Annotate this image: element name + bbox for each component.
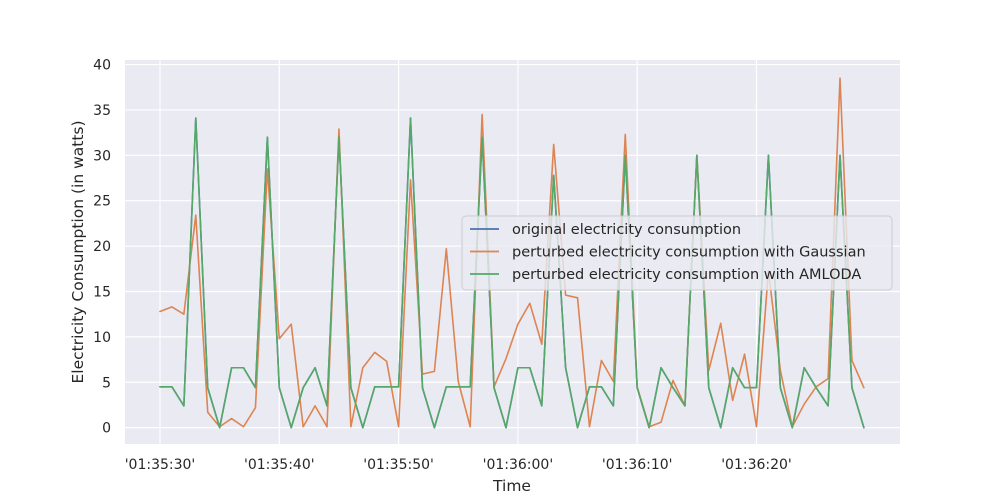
- x-tick-label: '01:36:00': [483, 457, 554, 473]
- y-tick-label: 15: [93, 284, 111, 300]
- y-tick-label: 20: [93, 239, 111, 255]
- series-line-2: [159, 77, 865, 428]
- legend-box: [461, 215, 893, 291]
- x-tick-label: '01:36:20': [721, 457, 792, 473]
- legend: original electricity consumption perturbe…: [461, 215, 893, 291]
- series-line-3: [159, 117, 865, 429]
- y-tick-label: 0: [102, 421, 111, 437]
- series-layer: [159, 77, 865, 429]
- y-tick-label: 35: [93, 103, 111, 119]
- x-tick-label: '01:35:50': [363, 457, 434, 473]
- y-tick-label: 25: [93, 194, 111, 210]
- x-axis-label: Time: [492, 477, 531, 495]
- legend-label: original electricity consumption: [512, 222, 741, 238]
- x-tick-label: '01:35:30': [125, 457, 196, 473]
- y-axis-label: Electricity Consumption (in watts): [69, 120, 87, 383]
- legend-label: perturbed electricity consumption with A…: [512, 267, 861, 283]
- x-tick-label: '01:35:40': [244, 457, 315, 473]
- y-tick-label: 40: [93, 58, 111, 74]
- legend-label: perturbed electricity consumption with G…: [512, 245, 866, 261]
- y-tick-label: 30: [93, 148, 111, 164]
- x-tick-label: '01:36:10': [602, 457, 673, 473]
- ticks: 0 5 10 15 20 25 30 35 40 '01:35:30' '01:35:40' '01:…: [93, 58, 792, 473]
- y-tick-label: 10: [93, 330, 111, 346]
- y-tick-label: 5: [102, 375, 111, 391]
